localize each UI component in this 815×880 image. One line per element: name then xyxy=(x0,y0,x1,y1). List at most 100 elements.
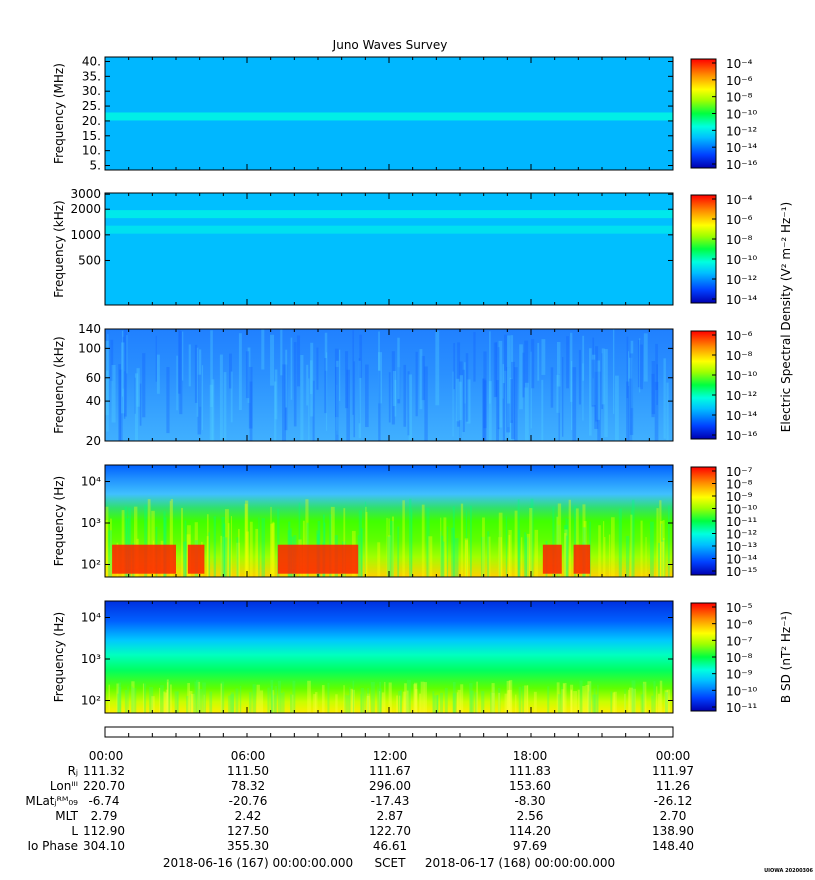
footer-start-time: 2018-06-16 (167) 00:00:00.000 xyxy=(163,856,353,870)
ephemeris-row-label: MLT xyxy=(55,809,78,823)
panel-1: 5.10.15.20.25.30.35.40. Frequency (MHz) 10… xyxy=(52,54,757,172)
ephemeris-row-label: Lonᴵᴵᴵ xyxy=(50,779,78,793)
y-tick-label: 3000 xyxy=(70,187,101,201)
colorbar-tick-label: 10⁻¹⁰ xyxy=(726,369,757,383)
y-tick-label: 10² xyxy=(81,558,101,572)
y-tick-label: 1000 xyxy=(70,228,101,242)
y-tick-label: 20. xyxy=(82,114,101,128)
ephemeris-value: 2.56 xyxy=(517,809,544,823)
ephemeris-value: 148.40 xyxy=(652,839,694,853)
colorbar-label-bsd: B SD (nT² Hz⁻¹) xyxy=(779,611,793,703)
y-tick-label: 10² xyxy=(81,694,101,708)
y-tick-label: 2000 xyxy=(70,202,101,216)
footer-end-time: 2018-06-17 (168) 00:00:00.000 xyxy=(425,856,615,870)
spectrogram-background xyxy=(105,329,673,441)
colorbar-tick-label: 10⁻¹² xyxy=(726,124,757,138)
colorbar-tick-label: 10⁻⁸ xyxy=(726,478,753,492)
colorbar-tick-label: 10⁻⁸ xyxy=(726,651,753,665)
y-tick-label: 10³ xyxy=(81,516,101,530)
emission-interval-2 xyxy=(187,544,205,574)
colorbar-tick-label: 10⁻⁶ xyxy=(726,618,753,632)
colorbar-tick-label: 10⁻⁶ xyxy=(726,74,753,88)
colorbar-tick-label: 10⁻¹⁰ xyxy=(726,108,757,122)
y-tick-label: 35. xyxy=(82,69,101,83)
ephemeris-value: 78.32 xyxy=(231,779,265,793)
ephemeris-value: 112.90 xyxy=(83,824,125,838)
colorbar-tick-label: 10⁻⁴ xyxy=(726,57,753,71)
ephemeris-value: 2.70 xyxy=(660,809,687,823)
footer-stamp: UIOWA 20200306 xyxy=(764,868,813,874)
ephemeris-value: 220.70 xyxy=(83,779,125,793)
ephemeris-value: 2.79 xyxy=(91,809,118,823)
colorbar-tick-label: 10⁻⁴ xyxy=(726,193,753,207)
y-tick-label: 15. xyxy=(82,129,101,143)
y-axis-label: Frequency (kHz) xyxy=(52,336,66,433)
colorbar-tick-label: 10⁻⁷ xyxy=(726,465,753,479)
ephemeris-value: 2.87 xyxy=(377,809,404,823)
figure-title: Juno Waves Survey xyxy=(332,38,448,52)
y-axis-label: Frequency (Hz) xyxy=(52,476,66,567)
y-tick-label: 10⁴ xyxy=(81,475,101,489)
ephemeris-value: 111.83 xyxy=(509,764,551,778)
colorbar-label-esd: Electric Spectral Density (V² m⁻² Hz⁻¹) xyxy=(779,202,793,432)
y-tick-label: 10⁴ xyxy=(81,611,101,625)
y-axis-label: Frequency (MHz) xyxy=(52,63,66,164)
footer-scet-label: SCET xyxy=(375,856,407,870)
y-tick-label: 10³ xyxy=(81,652,101,666)
colorbar-tick-label: 10⁻¹⁰ xyxy=(726,684,757,698)
ephemeris-value: 138.90 xyxy=(652,824,694,838)
colorbar-tick-label: 10⁻⁸ xyxy=(726,349,753,363)
ephemeris-row-label: L xyxy=(71,824,78,838)
colorbar-tick-label: 10⁻¹⁴ xyxy=(726,409,757,423)
colorbar-tick-label: 10⁻⁷ xyxy=(726,634,753,648)
y-tick-label: 25. xyxy=(82,99,101,113)
ephemeris-value: 355.30 xyxy=(227,839,269,853)
y-tick-label: 5. xyxy=(90,159,101,173)
ephemeris-value: 114.20 xyxy=(509,824,551,838)
spectrogram-texture xyxy=(105,498,670,577)
time-label: 00:00 xyxy=(656,749,691,763)
ephemeris-value: 111.50 xyxy=(227,764,269,778)
spectrogram-background xyxy=(105,601,673,713)
y-tick-label: 30. xyxy=(82,84,101,98)
spectrogram-background xyxy=(105,193,673,305)
colorbar-tick-label: 10⁻¹³ xyxy=(726,540,757,554)
y-axis-label: Frequency (Hz) xyxy=(52,612,66,703)
colorbar-tick-label: 10⁻⁹ xyxy=(726,490,753,504)
y-tick-label: 10. xyxy=(82,144,101,158)
spectrogram-texture xyxy=(108,679,671,713)
colorbar-tick-label: 10⁻¹² xyxy=(726,273,757,287)
y-tick-label: 40. xyxy=(82,54,101,68)
ephemeris-value: 111.67 xyxy=(369,764,411,778)
ephemeris-row-label: Io Phase xyxy=(27,839,78,853)
colorbar-tick-label: 10⁻¹⁴ xyxy=(726,141,757,155)
ephemeris-row-label: MLatⱼᴿᴹ₀₉ xyxy=(25,794,78,808)
panel-5: 10² 10³ 10⁴ Frequency (Hz) 10⁻¹¹ 10⁻¹⁰ 10⁻⁹ 10⁻… xyxy=(52,600,757,715)
y-tick-label: 60 xyxy=(86,371,101,385)
colorbar-tick-label: 10⁻¹⁶ xyxy=(726,429,757,443)
colorbar-tick-label: 10⁻¹⁰ xyxy=(726,503,757,517)
ephemeris-value: -8.30 xyxy=(514,794,545,808)
emission-band-1 xyxy=(105,210,673,219)
colorbar-tick-label: 10⁻⁵ xyxy=(726,601,753,615)
colorbar-tick-label: 10⁻¹¹ xyxy=(726,515,757,529)
y-tick-label: 100 xyxy=(78,341,101,355)
emission-interval-4 xyxy=(542,544,562,574)
y-tick-label: 500 xyxy=(78,253,101,267)
ephemeris-value: 111.97 xyxy=(652,764,694,778)
emission-band-1 xyxy=(105,112,673,121)
colorbar-tick-label: 10⁻¹⁶ xyxy=(726,158,757,172)
time-label: 06:00 xyxy=(231,749,266,763)
colorbar-tick-label: 10⁻⁶ xyxy=(726,329,753,343)
colorbar-tick-label: 10⁻⁸ xyxy=(726,233,753,247)
colorbar-tick-label: 10⁻¹² xyxy=(726,528,757,542)
ephemeris-value: 296.00 xyxy=(369,779,411,793)
ephemeris-value: -17.43 xyxy=(371,794,410,808)
ephemeris-value: 11.26 xyxy=(656,779,690,793)
ephemeris-value: 122.70 xyxy=(369,824,411,838)
ephemeris-value: -20.76 xyxy=(229,794,268,808)
time-label: 00:00 xyxy=(89,749,124,763)
colorbar-tick-label: 10⁻¹⁴ xyxy=(726,293,757,307)
